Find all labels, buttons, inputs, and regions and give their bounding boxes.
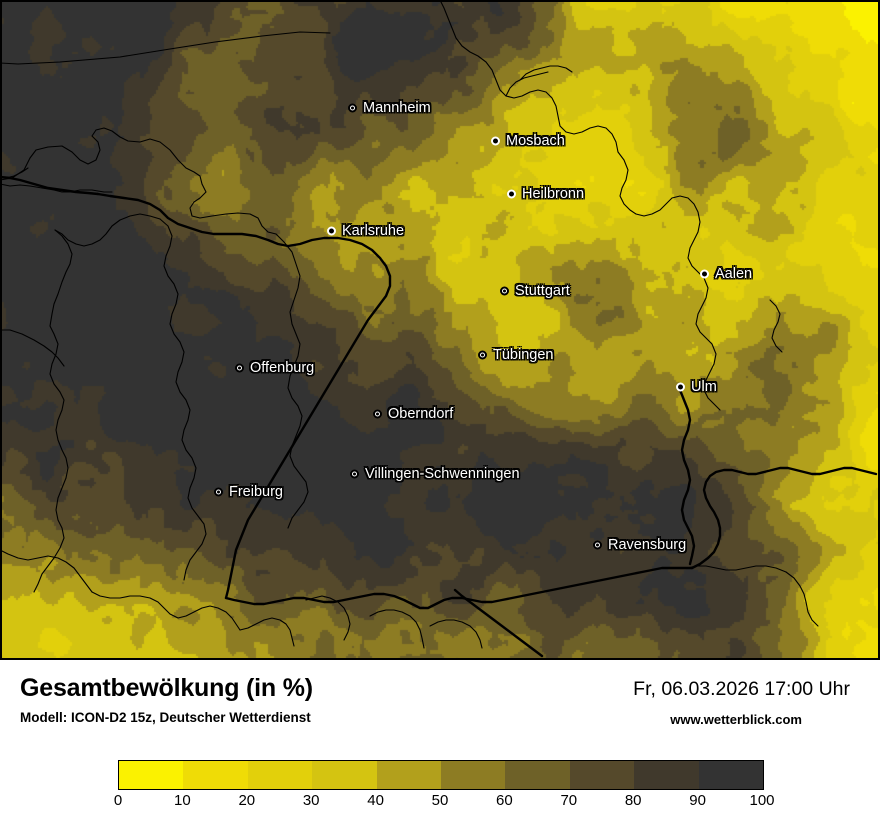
colorbar-band-30 — [312, 761, 377, 789]
map-pin-icon — [507, 189, 516, 199]
map-pin-icon — [593, 540, 602, 550]
colorbar-tick-10: 10 — [174, 792, 191, 809]
colorbar-tick-0: 0 — [113, 792, 123, 809]
colorbar-tick-100: 100 — [749, 792, 775, 809]
map-boundaries — [0, 0, 878, 658]
colorbar-band-90 — [698, 761, 764, 789]
city-label: Karlsruhe — [342, 222, 405, 239]
colorbar-band-80 — [634, 761, 699, 789]
colorbar-band-60 — [505, 761, 570, 789]
city-label: Ravensburg — [608, 536, 687, 553]
cloud-cover-map[interactable]: Mannheim Mosbach Heilbronn Karlsruhe Stuttga… — [0, 0, 880, 660]
colorbar-band-10 — [183, 761, 248, 789]
colorbar-band-20 — [247, 761, 313, 789]
colorbar-tick-50: 50 — [431, 792, 449, 809]
colorbar-tick-80: 80 — [624, 792, 642, 809]
city-label: Aalen — [715, 265, 753, 282]
map-pin-icon — [373, 409, 382, 419]
city-label: Mannheim — [363, 99, 431, 116]
city-label: Freiburg — [229, 483, 283, 500]
map-pin-icon — [700, 269, 709, 279]
colorbar-tick-labels: 0 10 20 30 40 50 60 70 80 90 100 — [78, 792, 802, 816]
colorbar-gradient — [118, 760, 764, 790]
city-label: Mosbach — [506, 132, 565, 149]
city-label: Tübingen — [493, 346, 554, 363]
map-pin-icon — [350, 469, 359, 479]
city-label: Oberndorf — [388, 405, 454, 422]
map-pin-icon — [500, 286, 509, 296]
map-pin-icon — [214, 487, 223, 497]
chart-subtitle: Modell: ICON-D2 15z, Deutscher Wetterdie… — [20, 710, 311, 725]
map-pin-icon — [348, 103, 357, 113]
map-pin-icon — [478, 350, 487, 360]
colorbar-tick-70: 70 — [560, 792, 578, 809]
chart-title: Gesamtbewölkung (in %) — [20, 674, 313, 702]
city-label: Villingen-Schwenningen — [365, 465, 520, 482]
map-pin-icon — [235, 363, 244, 373]
colorbar-band-70 — [569, 761, 635, 789]
colorbar-tick-40: 40 — [367, 792, 384, 809]
map-pin-icon — [327, 226, 336, 236]
city-label: Heilbronn — [522, 185, 585, 202]
colorbar-tick-30: 30 — [302, 792, 320, 809]
cloud-cover-raster — [0, 0, 880, 660]
colorbar-tick-60: 60 — [496, 792, 513, 809]
colorbar-tick-90: 90 — [689, 792, 706, 809]
city-label: Offenburg — [250, 359, 315, 376]
colorbar-band-40 — [376, 761, 442, 789]
city-label: Ulm — [691, 378, 717, 395]
map-pin-icon — [676, 382, 685, 392]
colorbar — [118, 760, 764, 790]
valid-datetime: Fr, 06.03.2026 17:00 Uhr — [633, 678, 850, 700]
colorbar-band-50 — [441, 761, 506, 789]
website-label: www.wetterblick.com — [670, 712, 802, 727]
colorbar-tick-20: 20 — [238, 792, 256, 809]
colorbar-band-0 — [119, 761, 184, 789]
map-pin-icon — [491, 136, 500, 146]
city-label: Stuttgart — [515, 282, 570, 299]
footer-panel: Gesamtbewölkung (in %) Modell: ICON-D2 1… — [0, 660, 880, 830]
